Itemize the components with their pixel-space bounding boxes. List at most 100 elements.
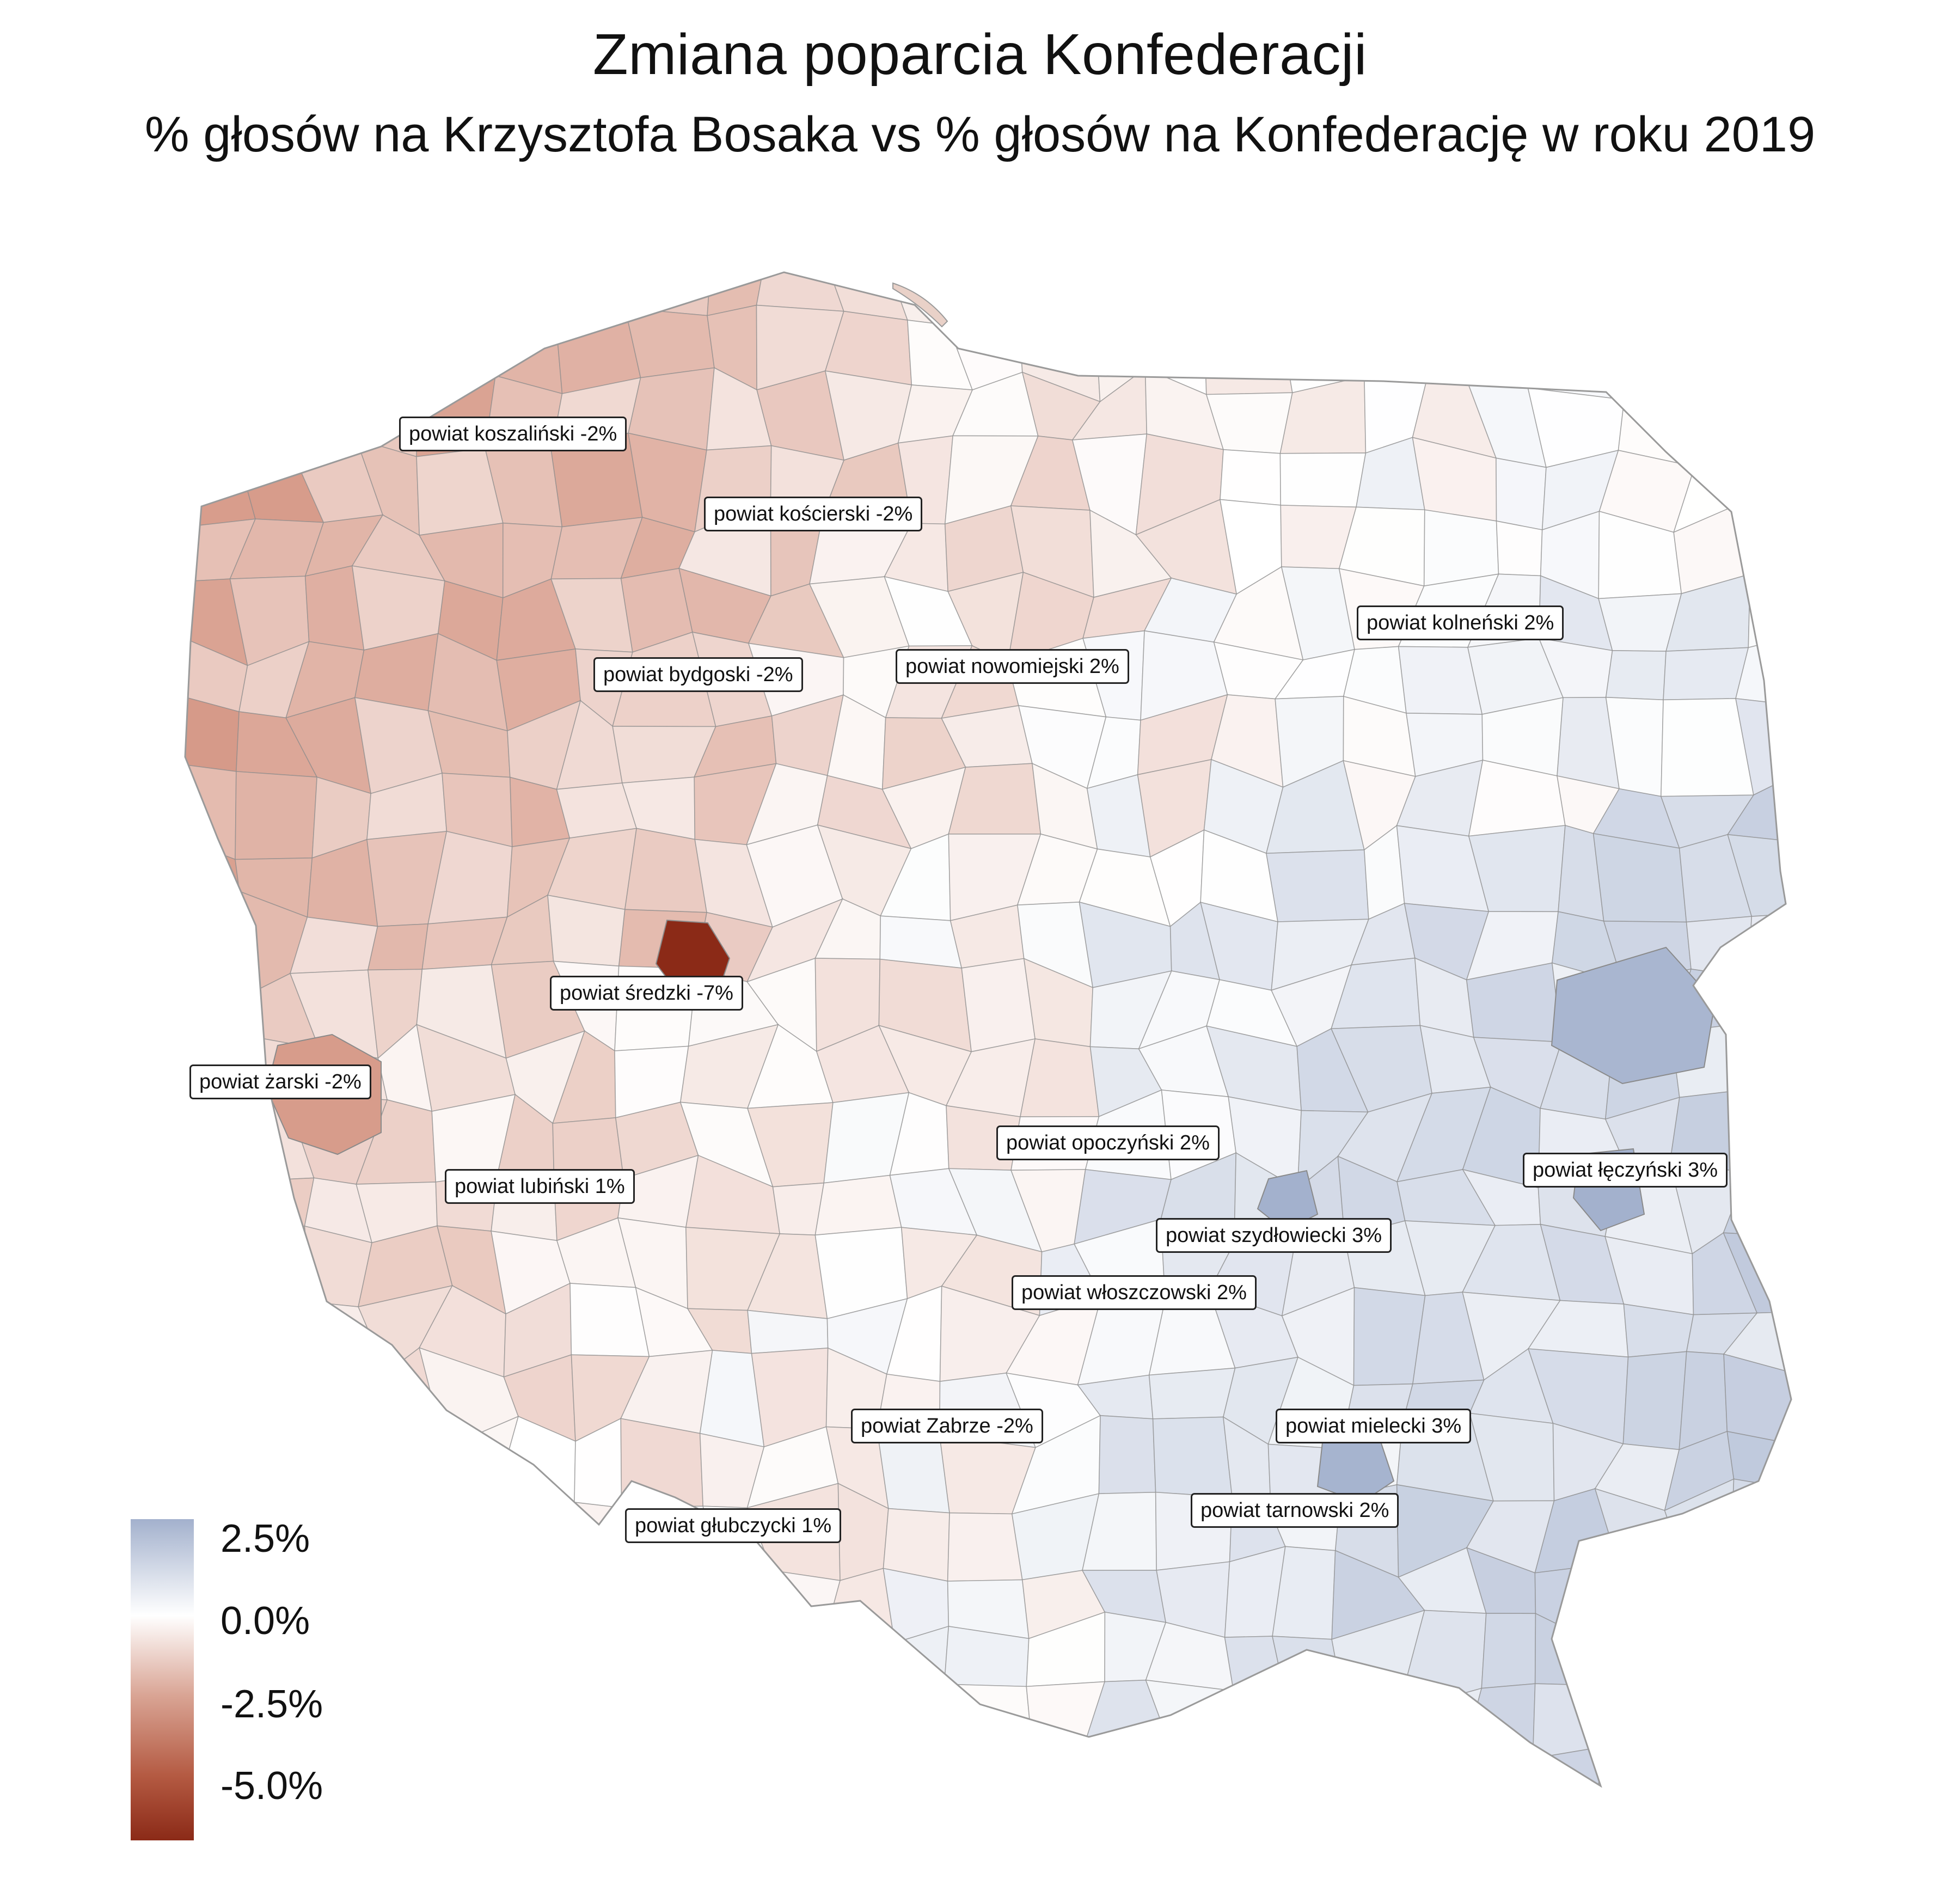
powiat-region xyxy=(1534,1613,1609,1686)
legend-color-bar xyxy=(131,1519,194,1840)
powiat-region xyxy=(705,1565,773,1640)
powiat-region xyxy=(1724,311,1791,387)
powiat-region xyxy=(1033,1764,1101,1786)
powiat-region xyxy=(1481,1613,1536,1689)
powiat-region xyxy=(1739,1678,1791,1769)
powiat-region xyxy=(1408,272,1481,320)
powiat-east-region xyxy=(1551,946,1716,1085)
legend-label-1: 0.0% xyxy=(220,1599,310,1643)
powiat-region xyxy=(1527,311,1625,400)
powiat-region xyxy=(425,1815,494,1889)
powiat-region xyxy=(221,1177,315,1247)
powiat-region xyxy=(576,1551,637,1647)
callout-tarnowski: powiat tarnowski 2% xyxy=(1191,1493,1399,1528)
powiat-region xyxy=(233,395,320,464)
powiat-region xyxy=(1748,1630,1791,1688)
powiat-region xyxy=(318,1441,381,1514)
powiat-region xyxy=(615,272,712,316)
powiat-region xyxy=(185,1176,248,1247)
powiat-region xyxy=(425,1415,519,1513)
powiat-region xyxy=(318,1681,389,1778)
powiat-region xyxy=(1676,1766,1741,1786)
powiat-region xyxy=(1072,272,1155,320)
callout-koscierski: powiat kościerski -2% xyxy=(704,497,923,531)
powiat-region xyxy=(620,1418,704,1508)
powiat-region xyxy=(555,272,626,324)
powiat-region xyxy=(769,1740,836,1786)
powiat-region xyxy=(185,956,251,1056)
powiat-region xyxy=(185,435,256,529)
callout-zabrze: powiat Zabrze -2% xyxy=(851,1409,1043,1443)
powiat-region xyxy=(185,763,237,860)
powiat-region xyxy=(1724,377,1791,461)
powiat-region xyxy=(1337,272,1419,339)
powiat-region xyxy=(292,317,376,397)
powiat-region xyxy=(1075,1808,1148,1889)
powiat-region xyxy=(355,272,428,329)
powiat-region xyxy=(821,1740,893,1786)
powiat-region xyxy=(1496,520,1543,577)
powiat-region xyxy=(1733,1751,1791,1786)
powiat-region xyxy=(1728,1091,1791,1173)
powiat-region xyxy=(1602,1632,1683,1698)
powiat-region xyxy=(356,1741,434,1786)
powiat-region xyxy=(1404,1761,1482,1786)
powiat-region xyxy=(1203,272,1292,329)
powiat-region xyxy=(553,1676,624,1776)
powiat-region xyxy=(1331,1740,1409,1786)
powiat-region xyxy=(483,1502,580,1564)
powiat-region xyxy=(1019,272,1095,332)
powiat-region xyxy=(623,1626,706,1709)
powiat-region xyxy=(940,1821,1035,1889)
powiat-region xyxy=(185,1355,248,1442)
hel-peninsula xyxy=(892,282,948,328)
powiat-region xyxy=(696,1819,769,1889)
powiat-region xyxy=(1135,1739,1233,1786)
powiat-region xyxy=(947,272,1030,332)
powiat-regions xyxy=(185,272,1808,1889)
powiat-region xyxy=(1605,650,1667,701)
legend-label-0: 2.5% xyxy=(220,1517,310,1561)
powiat-region xyxy=(1727,977,1791,1029)
powiat-region xyxy=(222,1225,311,1303)
map-subtitle: % głosów na Krzysztofa Bosaka vs % głosó… xyxy=(144,107,1816,162)
poland-outline xyxy=(184,271,1792,1788)
powiat-region xyxy=(483,1550,580,1647)
callout-bydgoski: powiat bydgoski -2% xyxy=(593,657,803,692)
powiat-region xyxy=(185,1100,248,1182)
powiat-region xyxy=(1681,1632,1753,1698)
powiat-region xyxy=(1734,1815,1808,1889)
powiat-region xyxy=(440,1626,487,1702)
powiat-region xyxy=(574,1502,633,1564)
powiat-region xyxy=(1728,272,1791,332)
powiat-region xyxy=(961,958,1036,1053)
powiat-region xyxy=(940,1742,1036,1786)
powiat-region xyxy=(1727,1025,1791,1098)
powiat-region xyxy=(237,272,308,340)
powiat-region xyxy=(617,1819,714,1889)
powiat-region xyxy=(482,1745,574,1786)
powiat-region xyxy=(1677,1547,1753,1635)
powiat-region xyxy=(356,1681,442,1763)
callout-koszalinski: powiat koszaliński -2% xyxy=(399,417,627,451)
powiat-region xyxy=(360,1443,445,1498)
powiat-region xyxy=(1744,501,1791,586)
powiat-region xyxy=(1279,452,1367,508)
powiat-region xyxy=(185,272,240,340)
powiat-region xyxy=(1666,272,1761,332)
callout-leczynski: powiat łęczyński 3% xyxy=(1523,1153,1728,1188)
powiat-region xyxy=(1539,1808,1607,1889)
legend-label-3: -5.0% xyxy=(220,1764,323,1808)
callout-kolnenski: powiat kolneński 2% xyxy=(1357,605,1564,640)
powiat-region xyxy=(1220,449,1282,506)
powiat-region xyxy=(239,1364,320,1442)
powiat-region xyxy=(891,1806,948,1889)
powiat-region xyxy=(185,891,252,994)
powiat-region xyxy=(1594,1746,1694,1786)
powiat-region xyxy=(1148,1367,1236,1419)
powiat-region xyxy=(1533,272,1610,320)
powiat-region xyxy=(743,1638,841,1687)
powiat-region xyxy=(1281,272,1357,339)
powiat-region xyxy=(1729,1573,1791,1635)
